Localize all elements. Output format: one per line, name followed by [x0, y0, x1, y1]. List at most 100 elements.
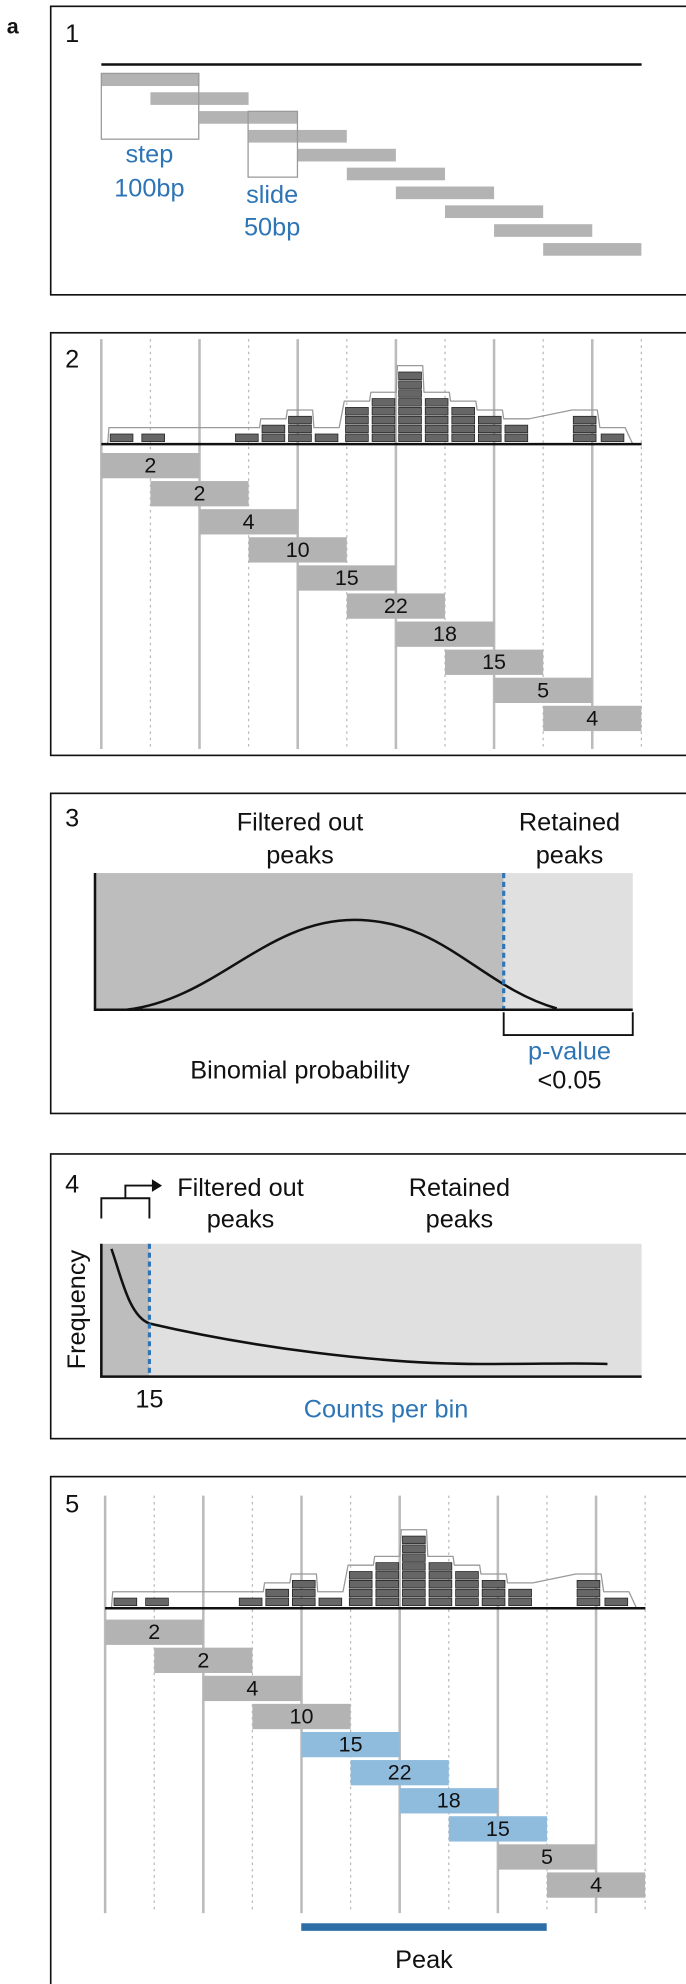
read: [398, 433, 422, 442]
bin: [199, 509, 298, 535]
bin-count: 18: [433, 622, 457, 646]
peak-label: Peak: [395, 1946, 453, 1974]
panel-box: [49, 5, 686, 296]
bin-count: 2: [194, 482, 206, 506]
panel-number: 3: [65, 805, 79, 833]
read: [504, 424, 529, 434]
read: [375, 1597, 400, 1607]
bin-count: 15: [482, 650, 506, 674]
read: [109, 433, 134, 442]
bin-count: 10: [286, 538, 310, 562]
read: [375, 1562, 400, 1571]
read: [402, 1535, 426, 1545]
read: [261, 424, 286, 434]
frequency-curve: [110, 1248, 608, 1366]
read: [451, 415, 475, 425]
read: [345, 424, 369, 434]
filtered-label: peaks: [207, 1206, 275, 1234]
read: [428, 1579, 453, 1589]
bin: [399, 1788, 498, 1814]
read: [428, 1597, 453, 1607]
read: [145, 1597, 169, 1607]
bin: [154, 1647, 253, 1673]
read: [398, 415, 422, 425]
read: [455, 1579, 479, 1589]
bin-count: 15: [339, 1733, 363, 1757]
read: [292, 1579, 316, 1589]
step-value: 100bp: [114, 174, 184, 202]
read: [398, 424, 422, 434]
read: [424, 415, 449, 425]
bin: [105, 1619, 204, 1645]
x-label: Binomial probability: [190, 1056, 410, 1084]
bin: [297, 565, 396, 591]
window: [444, 205, 544, 219]
read: [238, 1597, 263, 1607]
bin-count: 22: [384, 594, 408, 618]
arrow: [124, 1184, 155, 1199]
filtered-label: Filtered out: [177, 1174, 304, 1202]
panel-number: 1: [65, 20, 79, 48]
read: [576, 1579, 601, 1589]
read: [455, 1588, 479, 1598]
windows: [101, 73, 642, 256]
slide-value: 50bp: [244, 214, 300, 242]
read: [348, 1579, 373, 1589]
figure-label: a: [7, 15, 20, 39]
read: [424, 398, 449, 407]
read: [481, 1597, 506, 1607]
read: [572, 433, 597, 442]
read: [576, 1597, 601, 1607]
coverage-outline: [110, 1529, 638, 1609]
read: [314, 433, 339, 442]
panel-box: [49, 331, 686, 757]
read: [451, 424, 475, 434]
read: [600, 433, 625, 442]
read: [424, 433, 449, 442]
bin-count: 4: [246, 1676, 258, 1700]
bin-count: 2: [197, 1648, 209, 1672]
filtered-label: peaks: [266, 841, 334, 869]
read: [455, 1597, 479, 1607]
bin: [546, 1872, 646, 1898]
read: [371, 424, 396, 434]
read: [398, 398, 422, 407]
read: [428, 1571, 453, 1580]
bin-count: 4: [586, 706, 598, 730]
bin: [101, 452, 200, 479]
read: [402, 1588, 426, 1598]
read: [604, 1597, 629, 1607]
step-label: step: [125, 140, 173, 168]
threshold-label: 15: [135, 1385, 163, 1413]
axes: [100, 1243, 642, 1378]
read: [113, 1597, 138, 1607]
bin: [203, 1675, 302, 1702]
read: [398, 380, 422, 389]
read: [318, 1597, 343, 1607]
retained-region: [503, 873, 633, 1010]
bin: [543, 705, 642, 732]
read: [428, 1588, 453, 1598]
read: [375, 1588, 400, 1598]
read: [292, 1588, 316, 1598]
read: [348, 1588, 373, 1598]
bin-count: 2: [144, 454, 156, 478]
bin-count: 22: [388, 1761, 412, 1785]
bin-count: 5: [537, 678, 549, 702]
arrow-head: [151, 1179, 163, 1192]
read: [398, 407, 422, 416]
read: [265, 1597, 289, 1607]
slide-label: slide: [246, 181, 298, 209]
read: [348, 1597, 373, 1607]
read: [288, 415, 312, 425]
read: [424, 424, 449, 434]
panel-box: [49, 1153, 686, 1440]
bin: [395, 621, 495, 647]
read: [508, 1597, 532, 1607]
bin: [346, 593, 445, 619]
panel-number: 5: [65, 1490, 79, 1518]
read: [481, 1579, 506, 1589]
read: [451, 433, 475, 442]
read: [572, 415, 597, 425]
